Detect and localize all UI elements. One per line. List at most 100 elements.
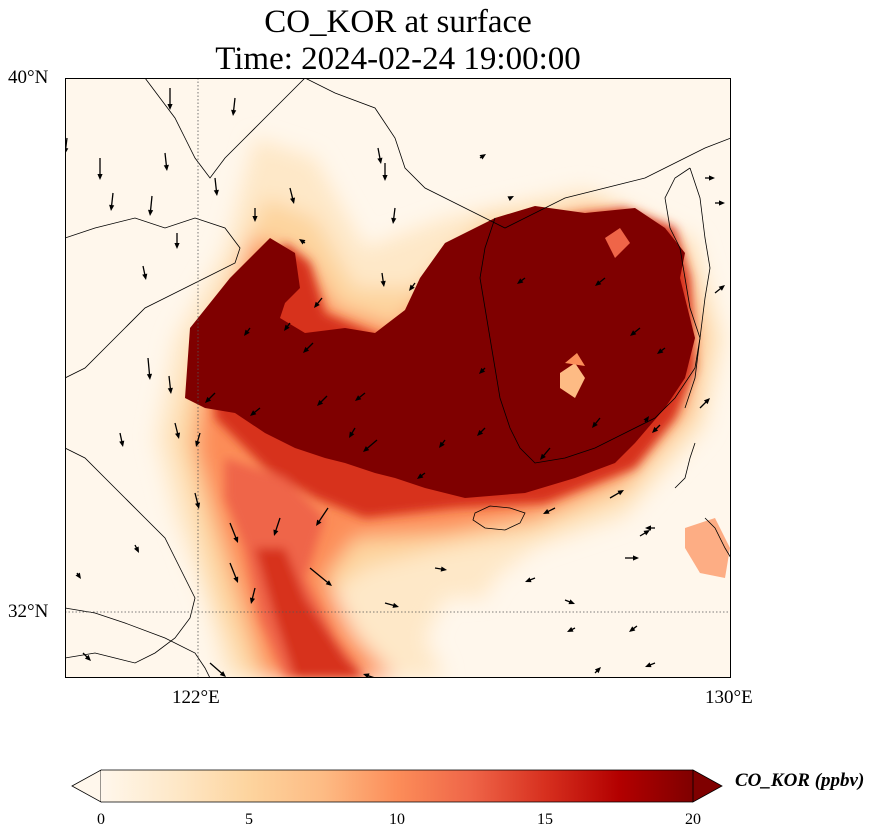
wind-vector-head [594,667,601,674]
wind-vector-head [97,174,103,180]
wind-vector [229,562,238,581]
wind-vector-head [195,502,201,509]
colorbar-tick-5: 5 [245,811,253,828]
map-title-line2: Time: 2024-02-24 19:00:00 [215,41,581,77]
lat-label-40n: 40°N [8,67,49,88]
wind-vectors [65,88,725,678]
wind-vector-head [657,348,664,354]
wind-vector-head [167,387,173,394]
wind-vector-head [233,536,239,543]
colorbar-tick-15: 15 [537,811,553,828]
colorbar-label: CO_KOR (ppbv) [735,770,865,791]
wind-vector [309,567,331,585]
coastline-liaodong [144,78,306,179]
wind-vector-head [479,367,486,374]
wind-vector-head [543,508,550,514]
wind-vector-head [703,398,710,405]
wind-vector [229,522,238,541]
co-core [185,206,695,498]
lat-label-32n: 32°N [8,601,49,622]
wind-vector-head [195,440,201,447]
wind-vector-head [417,473,424,479]
coastline-korea-east [684,167,711,409]
wind-vector [209,662,225,676]
wind-vector-head [440,566,447,572]
wind-vector-head [525,577,532,583]
wind-vector-head [377,157,383,164]
wind-vector-head [219,671,226,677]
wind-vector-head [380,280,386,287]
wind-vector-head [231,109,237,116]
wind-vector-head [645,662,652,668]
wind-vector-head [643,416,649,423]
wind-vector-head [592,421,598,428]
wind-vector-head [517,278,524,284]
coastline-tsushima [674,442,696,489]
wind-vector-head [643,530,650,536]
wind-vector-head [507,196,514,202]
wind-vector-head [142,273,148,280]
wind-vector-head [595,280,602,286]
wind-vector-head [174,243,180,249]
wind-vector-head [392,602,399,608]
wind-vector-head [299,239,306,245]
wind-vector-head [391,217,397,224]
wind-vector-head [290,197,296,204]
coastline-korea-west [479,167,701,464]
wind-vector-head [567,626,574,632]
colorbar-tick-0: 0 [97,811,105,828]
wind-vector-head [148,209,154,216]
wind-vector-head [252,216,258,222]
wind-vector-head [119,440,125,447]
lon-label-130e: 130°E [705,687,753,708]
wind-vector-head [629,626,636,632]
wind-vector-head [325,580,332,586]
wind-vector-head [249,597,255,604]
wind-vector-head [382,175,388,181]
wind-vector-head [233,576,239,583]
map-plot-area [65,78,731,678]
colorbar-extend-high [692,769,723,803]
lon-label-122e: 122°E [172,687,220,708]
coastline-bohai-north [304,78,731,229]
wind-vector-head [349,431,355,438]
coastline-china-east [65,447,196,664]
map-title-line1: CO_KOR at surface [264,4,532,40]
wind-vector-head [652,426,659,433]
wind-vector-head [314,301,320,308]
wind-vector-head [317,399,324,406]
wind-vector-head [205,396,212,403]
colorbar-tick-10: 10 [389,811,405,828]
wind-vector-head [439,441,445,448]
wind-vector-head [167,104,173,110]
colorbar-tick-20: 20 [685,811,701,828]
wind-vector-head [316,519,322,526]
jeju-island [472,505,526,531]
wind-vector-head [284,324,290,331]
wind-vector-head [718,285,725,291]
colorbar-extend-low [71,769,102,803]
wind-vector-head [133,546,139,553]
coastlines [65,78,731,678]
wind-vector-head [709,175,715,181]
wind-vector-head [213,189,219,196]
wind-vector-head [568,599,575,605]
colorbar-gradient [101,770,693,802]
map-frame [65,78,731,678]
wind-vector-head [719,200,725,206]
wind-vector-head [109,204,115,211]
coastline-china-north [65,217,241,379]
wind-vector-head [477,429,484,436]
wind-vector [317,507,329,524]
wind-vector-head [250,410,257,416]
wind-vector-head [363,673,370,678]
wind-vector-head [303,346,310,353]
wind-vector-head [273,529,279,536]
wind-vector-head [75,572,81,579]
wind-vector-head [633,555,639,561]
wind-vector-head [409,284,415,291]
coastline-yangtze [65,607,211,678]
wind-vector-head [84,654,91,661]
wind-vector-head [630,330,637,336]
wind-vector-head [540,453,546,460]
